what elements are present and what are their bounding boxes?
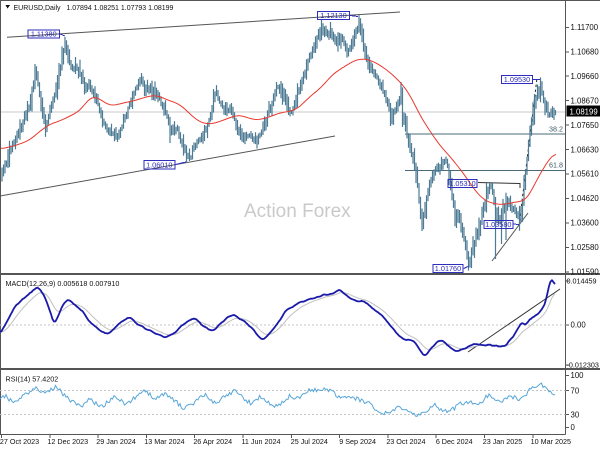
svg-text:25 Jul 2024: 25 Jul 2024: [291, 437, 328, 446]
svg-text:1.09530: 1.09530: [504, 75, 530, 84]
svg-text:27 Oct 2023: 27 Oct 2023: [0, 437, 39, 446]
svg-text:30: 30: [571, 410, 580, 419]
svg-text:1.01760: 1.01760: [435, 264, 461, 273]
svg-text:61.8: 61.8: [549, 161, 563, 170]
svg-text:0: 0: [571, 423, 576, 432]
svg-text:MACD(12,26,9) 0.005618 0.00791: MACD(12,26,9) 0.005618 0.007910: [6, 279, 120, 288]
svg-text:1.02580: 1.02580: [571, 243, 600, 252]
svg-text:1.08199: 1.08199: [570, 107, 598, 116]
svg-text:70: 70: [571, 386, 580, 395]
svg-text:1.10680: 1.10680: [571, 47, 600, 56]
svg-text:100: 100: [571, 371, 585, 380]
svg-text:11 Jun 2024: 11 Jun 2024: [241, 437, 280, 446]
svg-text:1.01590: 1.01590: [571, 268, 600, 277]
svg-text:EURUSD,Daily 1.07894 1.08251: EURUSD,Daily 1.07894 1.08251 1.07793 1.0…: [14, 5, 174, 12]
svg-text:1.11700: 1.11700: [571, 23, 599, 32]
svg-text:0.00: 0.00: [571, 321, 587, 330]
svg-text:1.12130: 1.12130: [320, 11, 346, 20]
svg-text:1.03600: 1.03600: [571, 219, 600, 228]
svg-text:26 Apr 2024: 26 Apr 2024: [193, 437, 232, 446]
svg-text:13 Mar 2024: 13 Mar 2024: [144, 437, 184, 446]
svg-text:0.014459: 0.014459: [567, 277, 597, 286]
svg-text:10 Mar 2025: 10 Mar 2025: [531, 437, 571, 446]
svg-text:1.07650: 1.07650: [571, 121, 600, 130]
svg-text:9 Sep 2024: 9 Sep 2024: [339, 437, 376, 446]
svg-text:6 Dec 2024: 6 Dec 2024: [436, 437, 473, 446]
svg-text:Action Forex: Action Forex: [244, 201, 351, 222]
svg-text:23 Jan 2025: 23 Jan 2025: [483, 437, 523, 446]
svg-text:1.05310: 1.05310: [449, 179, 475, 188]
svg-text:29 Jan 2024: 29 Jan 2024: [96, 437, 136, 446]
svg-text:1.05610: 1.05610: [571, 170, 600, 179]
svg-text:1.09660: 1.09660: [571, 72, 600, 81]
svg-text:1.11380: 1.11380: [31, 30, 57, 39]
svg-text:-0.012303: -0.012303: [567, 361, 599, 370]
svg-text:1.08670: 1.08670: [571, 96, 600, 105]
svg-text:23 Oct 2024: 23 Oct 2024: [386, 437, 425, 446]
svg-text:1.06630: 1.06630: [571, 145, 600, 154]
svg-text:12 Dec 2023: 12 Dec 2023: [47, 437, 88, 446]
svg-text:1.03580: 1.03580: [485, 220, 511, 229]
svg-text:1.04620: 1.04620: [571, 194, 600, 203]
svg-text:38.2: 38.2: [549, 125, 563, 134]
svg-text:1.06010: 1.06010: [146, 161, 172, 170]
svg-text:RSI(14) 57.4202: RSI(14) 57.4202: [6, 375, 59, 384]
